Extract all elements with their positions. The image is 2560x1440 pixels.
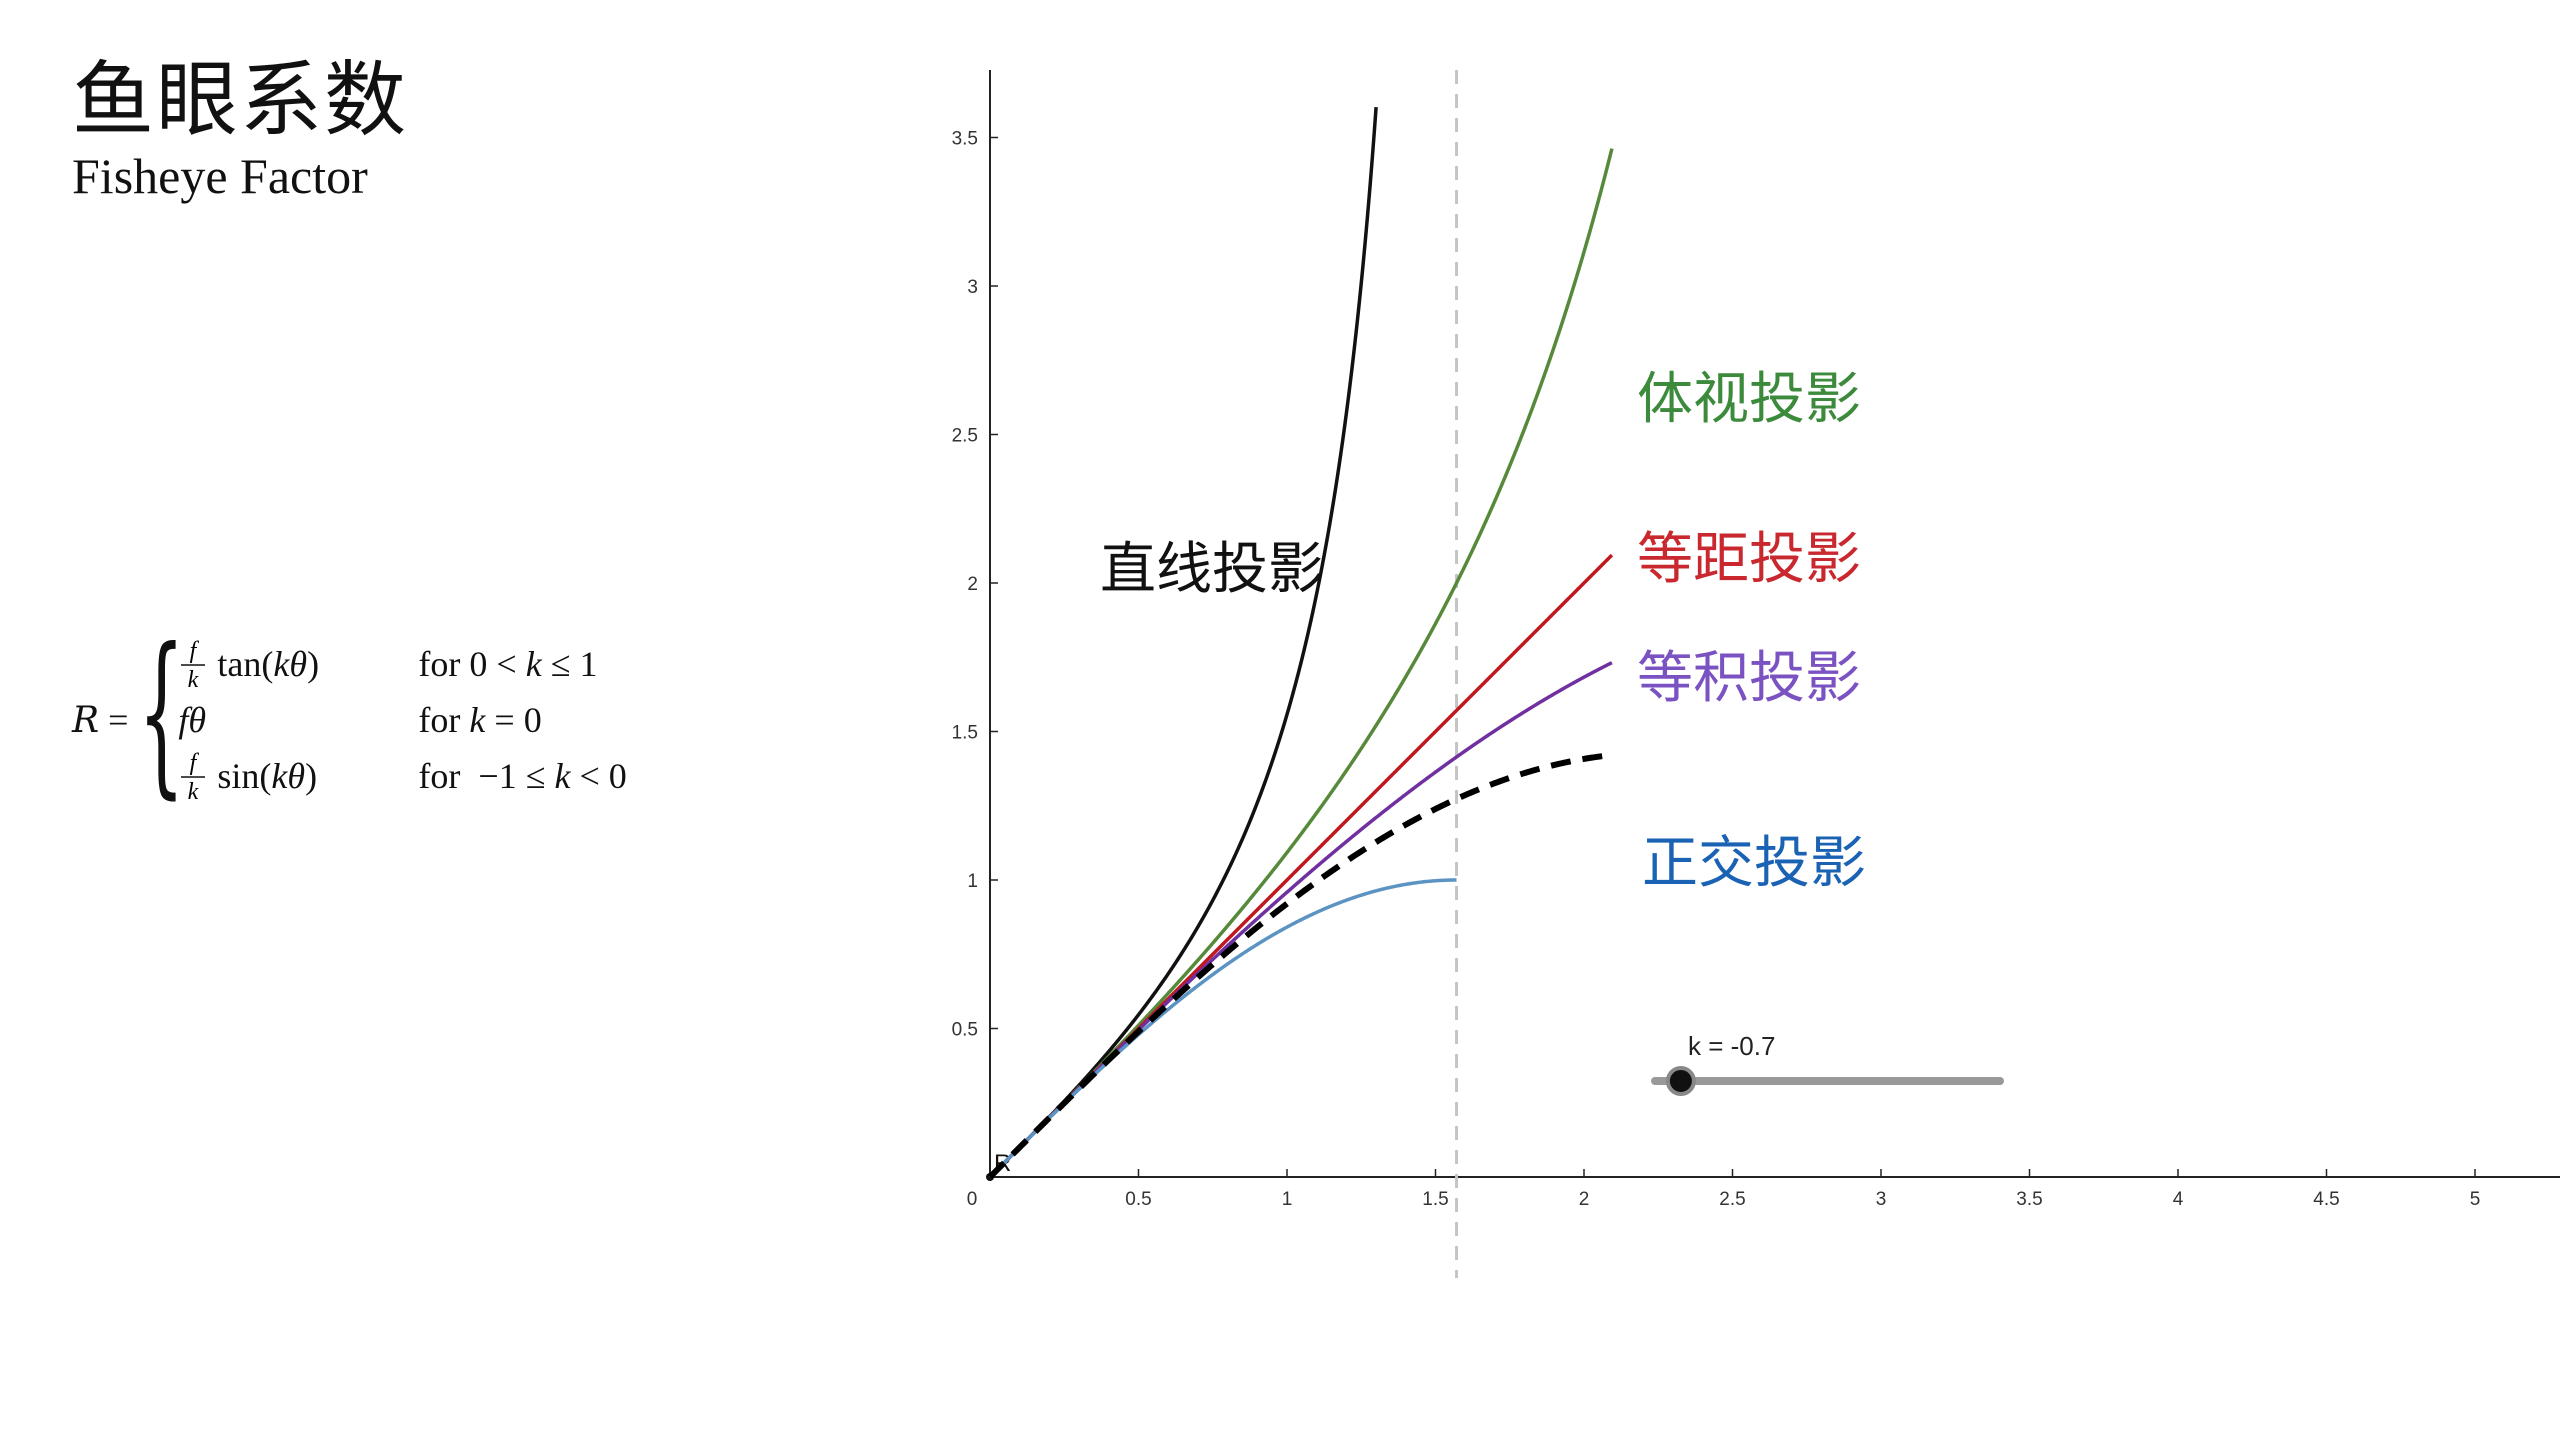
x-tick-label: 0.5 bbox=[1125, 1189, 1151, 1210]
svg-text:f: f bbox=[190, 638, 200, 664]
y-tick-label: 2 bbox=[967, 574, 978, 595]
case-linear-condition: for k = 0 bbox=[418, 700, 542, 740]
x-tick-label: 4.5 bbox=[2313, 1189, 2339, 1210]
x-tick-label: 2.5 bbox=[1719, 1189, 1745, 1210]
case-tan-expression: f k tan(kθ) bbox=[178, 638, 418, 691]
series-label-1: 体视投影 bbox=[1637, 367, 1861, 432]
y-tick-label: 1.5 bbox=[952, 723, 978, 744]
series-label-0: 直线投影 bbox=[1100, 537, 1324, 602]
x-tick-label: 2 bbox=[1579, 1189, 1590, 1210]
svg-text:f: f bbox=[190, 750, 200, 776]
y-tick-label: 2.5 bbox=[952, 426, 978, 447]
case-sin-condition: for −1 ≤ k < 0 bbox=[418, 756, 627, 796]
series-label-3: 等积投影 bbox=[1637, 646, 1861, 711]
y-tick-label: 3 bbox=[967, 277, 978, 298]
x-tick-label: 5 bbox=[2470, 1189, 2481, 1210]
chart-axes: 0 0.5 1 1.5 2 2.5 3 3.5 4 4.5 50.511.522.533.5R bbox=[952, 70, 2560, 1278]
title-english: Fisheye Factor bbox=[72, 148, 368, 205]
fisheye-formula: R = { f k tan(kθ) for 0 < k ≤ 1 fθ for k… bbox=[72, 626, 627, 810]
svg-text:k: k bbox=[188, 667, 199, 691]
fraction-f-over-k: f k bbox=[181, 750, 206, 803]
fraction-f-over-k: f k bbox=[181, 638, 206, 691]
x-tick-label: 0 bbox=[967, 1189, 978, 1210]
series-label-4: 正交投影 bbox=[1642, 831, 1866, 896]
x-tick-label: 1 bbox=[1282, 1189, 1293, 1210]
series-curve-4 bbox=[988, 878, 1458, 1179]
svg-text:k: k bbox=[188, 779, 199, 803]
title-chinese: 鱼眼系数 bbox=[72, 53, 409, 148]
case-tan-condition: for 0 < k ≤ 1 bbox=[418, 644, 598, 684]
x-tick-label: 1.5 bbox=[1422, 1189, 1448, 1210]
formula-lhs: R = bbox=[72, 700, 129, 741]
y-tick-label: 1 bbox=[967, 871, 978, 892]
series-curve-0 bbox=[988, 107, 1378, 1179]
x-tick-label: 3.5 bbox=[2016, 1189, 2042, 1210]
k-slider-label: k = -0.7 bbox=[1688, 1031, 1775, 1061]
chart-curves bbox=[987, 107, 1614, 1180]
case-sin-expression: f k sin(kθ) bbox=[178, 750, 418, 803]
x-tick-label: 3 bbox=[1876, 1189, 1887, 1210]
series-label-2: 等距投影 bbox=[1637, 527, 1861, 592]
series-curve-current-k bbox=[987, 752, 1614, 1180]
x-tick-label: 4 bbox=[2173, 1189, 2184, 1210]
formula-cases: f k tan(kθ) for 0 < k ≤ 1 fθ for k = 0 f… bbox=[178, 638, 627, 803]
case-linear-expression: fθ bbox=[178, 700, 207, 740]
y-tick-label: 0.5 bbox=[952, 1020, 978, 1041]
k-slider[interactable]: k = -0.7 bbox=[1651, 1031, 2004, 1096]
k-slider-knob[interactable] bbox=[1665, 1066, 1696, 1096]
title-block: 鱼眼系数 Fisheye Factor bbox=[72, 53, 409, 206]
y-tick-label: 3.5 bbox=[952, 129, 978, 150]
